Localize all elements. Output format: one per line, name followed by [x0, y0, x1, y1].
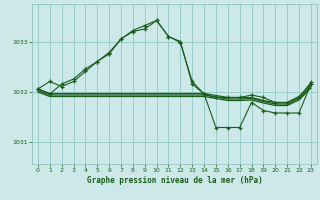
- X-axis label: Graphe pression niveau de la mer (hPa): Graphe pression niveau de la mer (hPa): [86, 176, 262, 185]
